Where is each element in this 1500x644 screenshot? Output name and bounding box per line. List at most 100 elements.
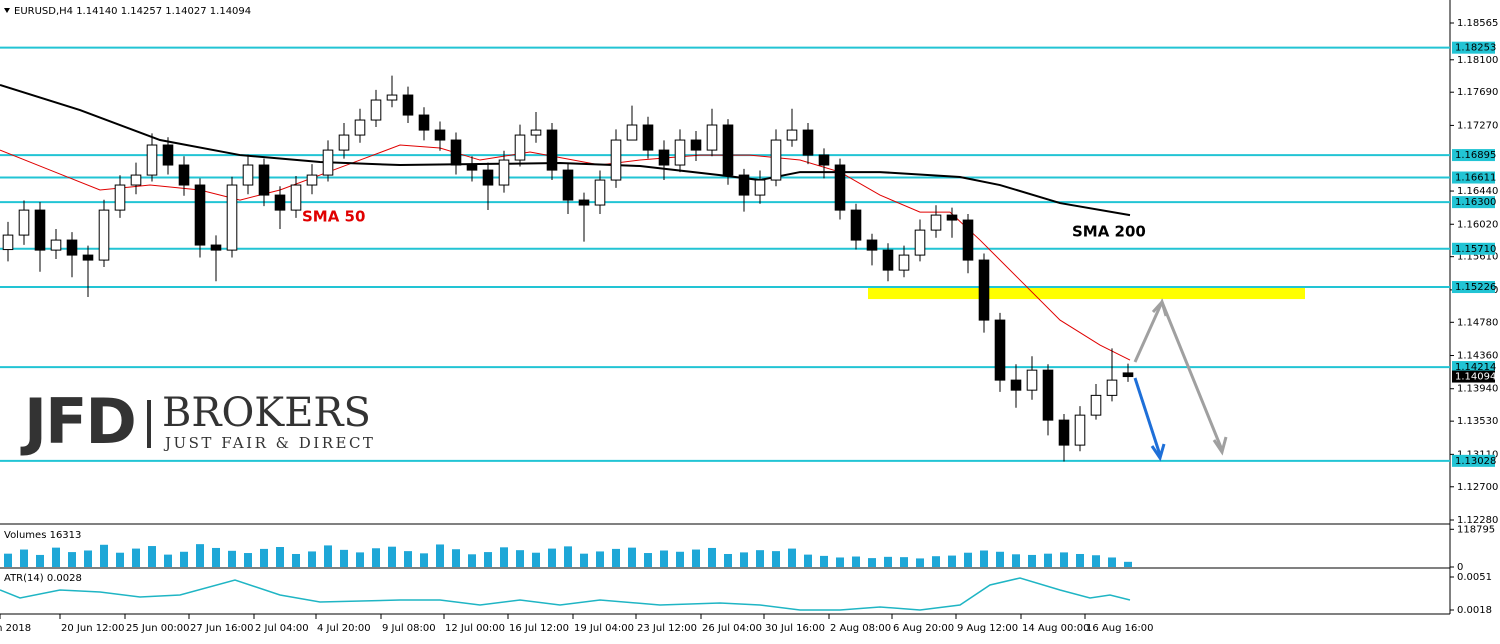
candle-body — [738, 174, 750, 196]
volume-bar — [516, 550, 524, 567]
volume-bar — [788, 548, 796, 567]
level-label-box — [1452, 361, 1495, 374]
volume-bar — [884, 556, 892, 567]
volume-bar — [132, 548, 140, 567]
candle-body — [82, 254, 94, 261]
candle-body — [994, 319, 1006, 381]
candle-body — [562, 169, 574, 201]
volume-bar — [68, 552, 76, 567]
candle-body — [754, 179, 766, 196]
volume-bar — [708, 547, 716, 567]
volume-bar — [212, 547, 220, 567]
y-tick-label: 0.0018 — [1457, 605, 1492, 616]
volume-bar — [20, 549, 28, 567]
candle-body — [402, 94, 414, 116]
volume-bar — [228, 550, 236, 567]
volume-bar — [452, 549, 460, 567]
volume-bar — [404, 551, 412, 567]
candle-body — [162, 144, 174, 166]
y-tick-label: 0 — [1457, 562, 1463, 573]
y-tick-label: 1.14780 — [1457, 317, 1498, 328]
level-label: 1.18253 — [1455, 43, 1496, 54]
candle-body — [50, 239, 62, 251]
candle-body — [322, 149, 334, 176]
level-label-box — [1452, 196, 1495, 209]
candle-body — [882, 249, 894, 271]
projection-arrow — [1133, 377, 1162, 456]
volume-bar — [628, 547, 636, 567]
volume-bar — [948, 555, 956, 567]
candle-body — [290, 184, 302, 211]
volume-bar — [820, 555, 828, 567]
volume-bar — [308, 551, 316, 567]
volume-bar — [916, 558, 924, 567]
sma-label: SMA 200 — [1072, 223, 1146, 241]
volume-bar — [644, 553, 652, 567]
volume-bar — [548, 548, 556, 567]
atr-title: ATR(14) 0.0028 — [4, 573, 82, 584]
candle-body — [962, 219, 974, 261]
level-label: 1.16895 — [1455, 150, 1496, 161]
candle-body — [1042, 369, 1054, 421]
candle-body — [1010, 379, 1022, 391]
logo-mark: JFD — [20, 385, 135, 458]
y-tick-label: 1.17690 — [1457, 87, 1498, 98]
volume-bar — [964, 552, 972, 567]
candle-body — [130, 174, 142, 186]
x-tick-label: 4 Jul 20:00 — [317, 623, 371, 634]
volume-title: Volumes 16313 — [4, 530, 81, 541]
candle-body — [386, 94, 398, 101]
level-label-box — [1452, 242, 1495, 255]
arrow-head — [1151, 298, 1168, 317]
candle-body — [114, 184, 126, 211]
logo-tagline: JUST FAIR & DIRECT — [163, 434, 375, 452]
last-price-box — [1452, 370, 1495, 383]
volume-bar — [484, 552, 492, 567]
candle-body — [514, 134, 526, 161]
candle-body — [722, 124, 734, 176]
x-tick-label: 16 Aug 16:00 — [1086, 623, 1153, 634]
candle-body — [770, 139, 782, 181]
level-label-box — [1452, 149, 1495, 162]
volume-bar — [84, 550, 92, 567]
candle-body — [546, 129, 558, 171]
level-label-box — [1452, 281, 1495, 294]
candle-body — [1058, 419, 1070, 446]
arrow-head — [1212, 436, 1228, 456]
logo: JFD BROKERS JUST FAIR & DIRECT — [20, 385, 375, 458]
level-label: 1.16611 — [1455, 173, 1496, 184]
candle-body — [210, 244, 222, 251]
volume-bar — [1124, 561, 1132, 567]
volume-bar — [324, 545, 332, 567]
candle-body — [498, 159, 510, 186]
candle-body — [850, 209, 862, 241]
volume-bar — [1060, 552, 1068, 567]
volume-bar — [1028, 554, 1036, 567]
volume-bar — [340, 549, 348, 567]
volume-bar — [468, 554, 476, 567]
sma-label: SMA 50 — [302, 208, 365, 226]
volume-bar — [852, 556, 860, 567]
candle-body — [354, 119, 366, 136]
level-label-box — [1452, 454, 1495, 467]
volume-bar — [196, 544, 204, 567]
zone — [868, 287, 1305, 300]
volume-bar — [436, 544, 444, 567]
volume-bar — [1012, 554, 1020, 567]
volume-bar — [692, 549, 700, 567]
volume-bar — [500, 547, 508, 567]
logo-divider — [147, 400, 151, 448]
y-tick-label: 1.18565 — [1457, 18, 1498, 29]
x-tick-label: 2 Jul 04:00 — [255, 623, 309, 634]
candle-body — [466, 164, 478, 171]
volume-bar — [868, 558, 876, 567]
level-label-box — [1452, 171, 1495, 184]
x-tick-label: 23 Jul 12:00 — [637, 623, 697, 634]
y-tick-label: 1.15610 — [1457, 252, 1498, 263]
x-tick-label: 20 Jun 12:00 — [61, 623, 125, 634]
volume-bar — [116, 552, 124, 567]
volume-bar — [420, 553, 428, 567]
candle-body — [98, 209, 110, 261]
volume-bar — [932, 556, 940, 567]
